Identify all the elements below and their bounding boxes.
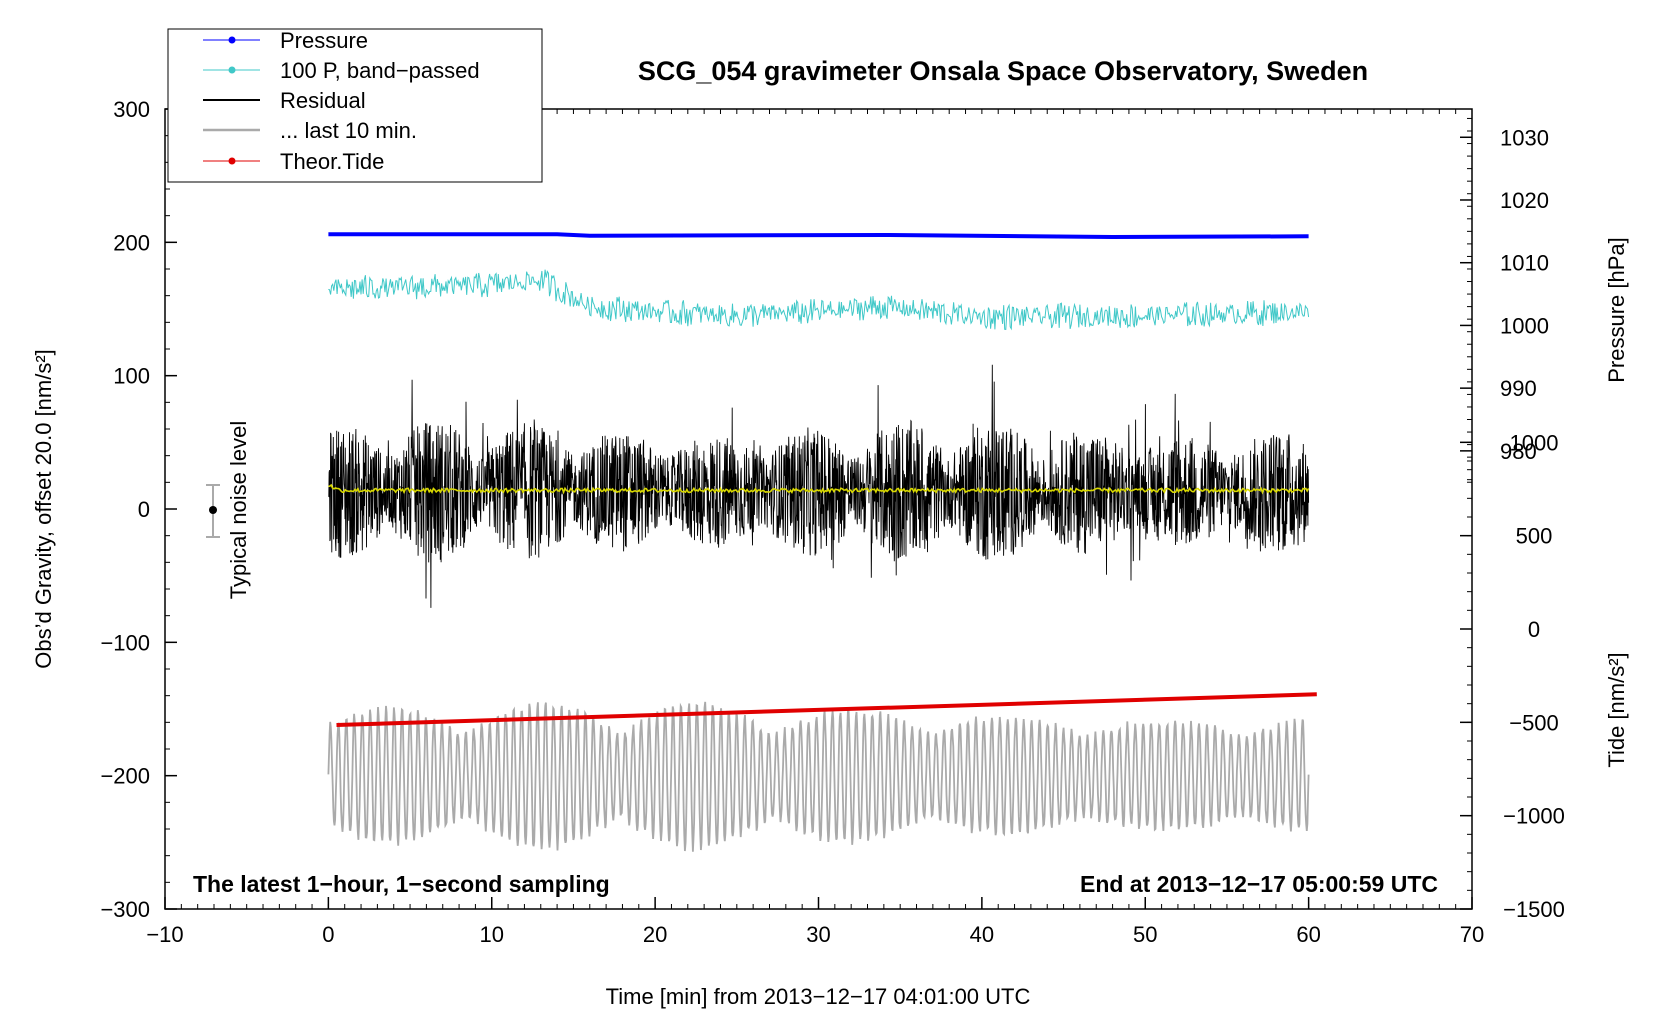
legend-label-tide: Theor.Tide bbox=[280, 149, 384, 174]
y-tick-label: 200 bbox=[113, 230, 150, 255]
legend-label-last10: ... last 10 min. bbox=[280, 118, 417, 143]
legend-entry-tide: Theor.Tide bbox=[203, 149, 384, 174]
legend: Pressure 100 P, band−passed Residual ...… bbox=[167, 28, 543, 183]
y-tick-label: −100 bbox=[100, 630, 150, 655]
legend-marker-bandpassed bbox=[228, 66, 236, 74]
y-tick-label: 100 bbox=[113, 364, 150, 389]
legend-entry-residual: Residual bbox=[203, 88, 366, 113]
noise-level-label: Typical noise level bbox=[226, 421, 251, 600]
x-tick-label: 60 bbox=[1296, 922, 1320, 947]
legend-label-bandpassed: 100 P, band−passed bbox=[280, 58, 480, 83]
series-pressure bbox=[328, 232, 1309, 240]
legend-marker-pressure bbox=[228, 36, 236, 44]
tide-tick-label: 1000 bbox=[1510, 430, 1559, 455]
y-axis-label-left: Obs’d Gravity, offset 20.0 [nm/s²] bbox=[31, 349, 56, 669]
series-band-passed bbox=[328, 269, 1310, 331]
legend-box bbox=[167, 28, 543, 183]
series-theoretical-tide bbox=[336, 692, 1317, 727]
pressure-tick-label: 980 bbox=[1500, 439, 1537, 464]
legend-marker-tide bbox=[228, 157, 236, 165]
x-tick-label: −10 bbox=[146, 922, 183, 947]
x-tick-label: 10 bbox=[480, 922, 504, 947]
tide-tick-label: −500 bbox=[1509, 710, 1559, 735]
x-tick-label: 30 bbox=[806, 922, 830, 947]
data-traces bbox=[327, 232, 1317, 852]
x-tick-label: 40 bbox=[970, 922, 994, 947]
y-tick-label: 300 bbox=[113, 97, 150, 122]
series-mean bbox=[328, 483, 1310, 495]
y-tick-label: −200 bbox=[100, 764, 150, 789]
legend-entry-bandpassed: 100 P, band−passed bbox=[203, 58, 480, 83]
tide-tick-label: 0 bbox=[1528, 617, 1540, 642]
sampling-note: The latest 1−hour, 1−second sampling bbox=[193, 871, 610, 897]
pressure-axis-label: Pressure [hPa] bbox=[1604, 237, 1629, 383]
legend-label-pressure: Pressure bbox=[280, 28, 368, 53]
chart-title: SCG_054 gravimeter Onsala Space Observat… bbox=[638, 56, 1368, 86]
pressure-tick-label: 1010 bbox=[1500, 251, 1549, 276]
pressure-tick-label: 1020 bbox=[1500, 188, 1549, 213]
x-tick-label: 20 bbox=[643, 922, 667, 947]
pressure-tick-label: 990 bbox=[1500, 376, 1537, 401]
pressure-tick-label: 1000 bbox=[1500, 313, 1549, 338]
x-tick-label: 0 bbox=[322, 922, 334, 947]
y-tick-label: −300 bbox=[100, 897, 150, 922]
x-tick-label: 70 bbox=[1460, 922, 1484, 947]
noise-bar-dot bbox=[209, 506, 217, 514]
end-time-note: End at 2013−12−17 05:00:59 UTC bbox=[1080, 871, 1438, 897]
pressure-tick-label: 1030 bbox=[1500, 125, 1549, 150]
tide-tick-label: 500 bbox=[1516, 524, 1553, 549]
legend-entry-pressure: Pressure bbox=[203, 28, 368, 53]
tide-axis-label: Tide [nm/s²] bbox=[1604, 652, 1629, 767]
x-axis-label: Time [min] from 2013−12−17 04:01:00 UTC bbox=[606, 984, 1031, 1009]
tide-tick-label: −1500 bbox=[1503, 897, 1565, 922]
axis-ticks: −10 0 10 20 30 40 50 60 70−300−200−1000100200300… bbox=[100, 97, 1564, 947]
series-residual bbox=[328, 364, 1310, 608]
legend-label-residual: Residual bbox=[280, 88, 366, 113]
legend-entry-last10: ... last 10 min. bbox=[203, 118, 417, 143]
tide-tick-label: −1000 bbox=[1503, 804, 1565, 829]
series-last-10-min bbox=[327, 701, 1310, 852]
y-tick-label: 0 bbox=[138, 497, 150, 522]
noise-level-indicator: Typical noise level bbox=[206, 421, 251, 600]
x-tick-label: 50 bbox=[1133, 922, 1157, 947]
